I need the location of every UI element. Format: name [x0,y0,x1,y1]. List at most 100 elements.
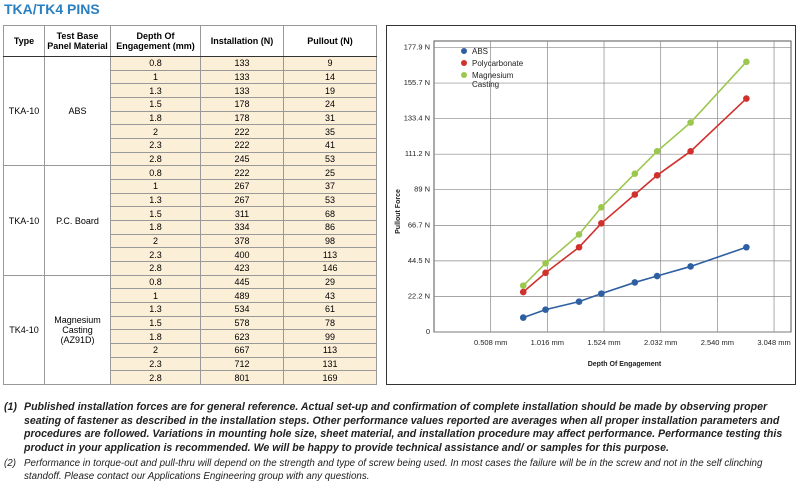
data-point [653,272,661,280]
value-cell: 0.8 [110,56,201,71]
value-cell: 29 [283,274,377,290]
data-point [519,288,527,296]
data-point [598,203,605,211]
column-header: Type [3,24,45,58]
table-row: 2.8 801 169 [4,370,377,385]
value-cell: 1.3 [110,83,201,99]
column-header: Pullout (N) [283,24,377,58]
value-cell: 86 [283,220,377,235]
table-row: 1.5 311 68 [4,206,377,222]
data-point [542,306,549,313]
legend-entry: Magnesium Casting [461,71,534,89]
value-cell: 99 [283,329,377,344]
value-cell: 113 [283,342,377,358]
y-tick-label: 0 [426,327,430,336]
chart: 0 22.2 N 44.5 N 66.7 N 89 N 111.2 N 133.4 N 155… [386,25,796,385]
value-cell: 37 [283,179,377,194]
data-table: Type Test Base Panel Material Depth Of Eng… [3,24,377,386]
value-cell: 1 [110,179,201,194]
value-cell: 178 [200,97,284,112]
data-point [743,95,750,102]
y-tick-label: 44.5 N [408,256,430,265]
value-cell: 445 [200,274,284,290]
y-tick-label: 155.7 N [404,78,430,87]
x-axis-label: Depth Of Engagement [588,361,662,368]
table-row: 1.5 578 78 [4,315,377,331]
data-point [519,282,527,289]
table-row: 1.8 178 31 [4,110,377,126]
value-cell: 1.8 [110,220,201,235]
value-cell: 25 [283,165,377,181]
table-row: 2.8 245 53 [4,151,377,167]
table-row: 1.5 178 24 [4,97,377,112]
value-cell: 1.5 [110,315,201,331]
legend-entry: ABS [461,47,534,56]
value-cell: 400 [200,247,284,262]
value-cell: 667 [200,342,284,358]
footnote-marker: (1) [4,401,17,413]
value-cell: 2.8 [110,151,201,167]
value-cell: 2 [110,124,201,140]
y-tick-label: 66.7 N [408,220,430,229]
value-cell: 146 [283,260,377,276]
footnote: (2) Performance in torque-out and pull-th… [4,458,796,483]
value-cell: 1.5 [110,97,201,112]
value-cell: 43 [283,288,377,303]
data-point [598,219,605,227]
value-cell: 801 [200,370,284,385]
table-row: 1 489 43 [4,288,377,303]
value-cell: 61 [283,301,377,317]
type-cell: TKA-10 [3,165,45,276]
column-header: Depth Of Engagement (mm) [110,24,201,58]
data-point [575,243,583,251]
value-cell: 1 [110,288,201,303]
value-cell: 24 [283,97,377,112]
value-cell: 169 [283,370,377,385]
data-point [743,58,750,66]
table-row: 1 267 37 [4,179,377,194]
value-cell: 2 [110,233,201,249]
value-cell: 534 [200,301,284,317]
value-cell: 222 [200,165,284,181]
footnote-text: Performance in torque-out and pull-thru … [24,458,763,482]
value-cell: 19 [283,83,377,99]
data-point [575,231,583,238]
column-header: Test Base Panel Material [44,24,111,58]
y-axis-label: Pullout Force [395,189,402,234]
value-cell: 2.3 [110,356,201,372]
legend-entry: Polycarbonate [461,59,534,68]
legend-marker [461,72,467,78]
column-header: Installation (N) [200,24,284,58]
value-cell: 9 [283,56,377,71]
y-tick-label: 111.2 N [405,149,430,158]
table-row: TK4-10 Magnesium Casting (AZ91D) 0.8 445 29 [3,274,377,386]
value-cell: 1.5 [110,206,201,222]
data-point [743,243,750,251]
value-cell: 41 [283,138,377,153]
legend: ABS Polycarbonate Magnesium Casting [461,47,534,92]
value-cell: 267 [200,192,284,208]
plot-area [433,40,792,333]
x-tick-label: 1.524 mm [587,338,620,347]
value-cell: 133 [200,56,284,71]
x-tick-label: 1.016 mm [531,338,564,347]
value-cell: 31 [283,110,377,126]
footnote-text: Published installation forces are for ge… [24,401,783,454]
value-cell: 53 [283,151,377,167]
x-tick-label: 2.540 mm [701,338,734,347]
data-point [653,148,661,155]
value-cell: 133 [200,83,284,99]
table-row: 1.8 334 86 [4,220,377,235]
value-cell: 334 [200,220,284,235]
series-line [522,61,747,287]
value-cell: 0.8 [110,274,201,290]
material-cell: ABS [44,56,111,167]
value-cell: 2.3 [110,247,201,262]
table-row: TKA-10 P.C. Board 0.8 222 25 [3,165,377,276]
type-cell: TKA-10 [3,56,45,167]
data-point [519,314,527,321]
value-cell: 423 [200,260,284,276]
data-point [542,269,549,277]
value-cell: 14 [283,69,377,85]
